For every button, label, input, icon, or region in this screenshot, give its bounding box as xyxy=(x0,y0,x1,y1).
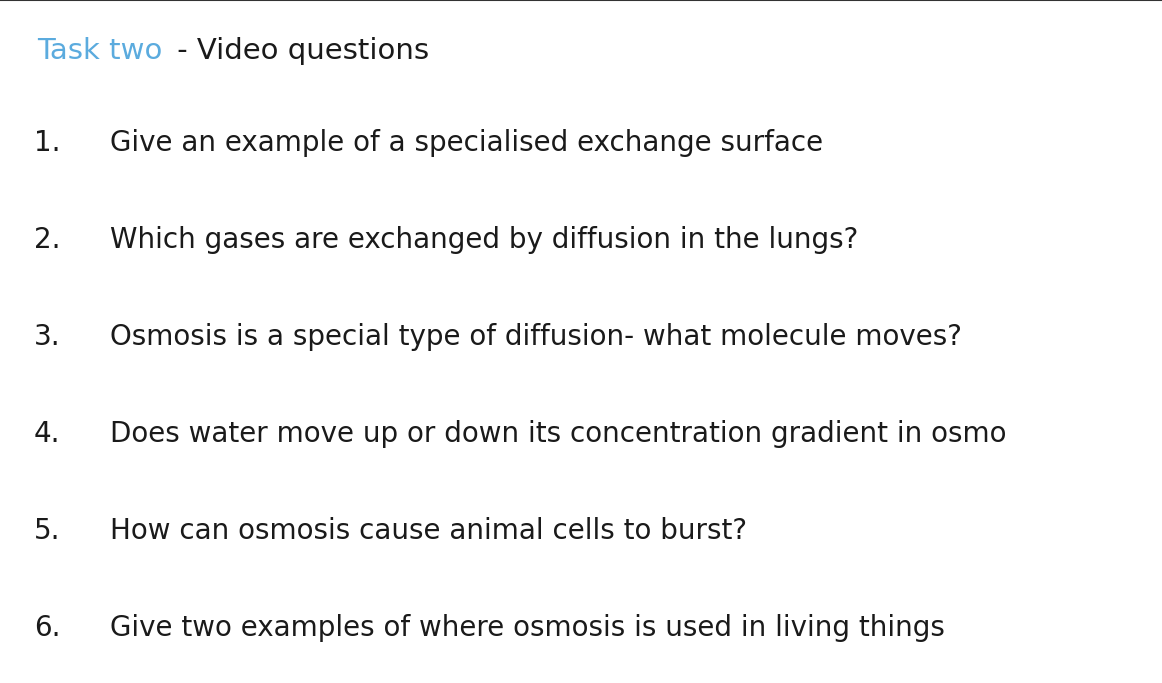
Text: Task two: Task two xyxy=(37,38,163,65)
Text: 3.: 3. xyxy=(34,324,60,351)
Text: 1.: 1. xyxy=(34,130,60,157)
Text: 4.: 4. xyxy=(34,421,60,448)
Text: Osmosis is a special type of diffusion- what molecule moves?: Osmosis is a special type of diffusion- … xyxy=(110,324,962,351)
Text: - Video questions: - Video questions xyxy=(168,38,430,65)
Text: 6.: 6. xyxy=(34,615,60,642)
Text: 5.: 5. xyxy=(34,518,60,545)
Text: 2.: 2. xyxy=(34,227,60,254)
Text: How can osmosis cause animal cells to burst?: How can osmosis cause animal cells to bu… xyxy=(110,518,747,545)
Text: Does water move up or down its concentration gradient in osmo: Does water move up or down its concentra… xyxy=(110,421,1007,448)
Text: Give two examples of where osmosis is used in living things: Give two examples of where osmosis is us… xyxy=(110,615,945,642)
Text: Which gases are exchanged by diffusion in the lungs?: Which gases are exchanged by diffusion i… xyxy=(110,227,859,254)
Text: Give an example of a specialised exchange surface: Give an example of a specialised exchang… xyxy=(110,130,824,157)
